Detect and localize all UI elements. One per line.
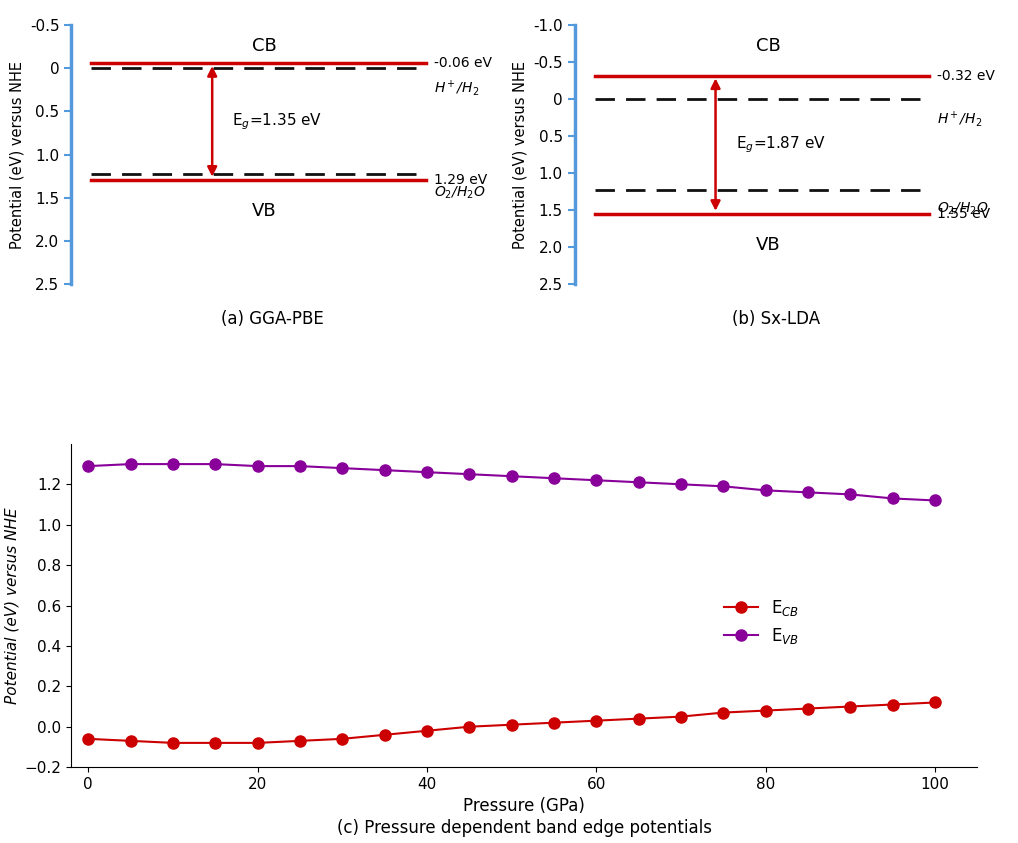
Text: CB: CB xyxy=(755,37,780,55)
E$_{CB}$ xyxy=(844,701,856,711)
E$_{CB}$ xyxy=(82,733,95,744)
E$_{VB}$ xyxy=(759,486,772,496)
Text: (a) GGA-PBE: (a) GGA-PBE xyxy=(221,309,324,328)
Y-axis label: Potential (eV) versus NHE: Potential (eV) versus NHE xyxy=(9,61,24,249)
E$_{CB}$ xyxy=(548,717,560,728)
Y-axis label: Potential (eV) versus NHE: Potential (eV) versus NHE xyxy=(513,61,527,249)
E$_{VB}$ xyxy=(82,461,95,471)
E$_{VB}$ xyxy=(251,461,264,471)
E$_{VB}$ xyxy=(294,461,306,471)
Text: VB: VB xyxy=(252,201,277,220)
E$_{CB}$ xyxy=(506,720,518,730)
Text: VB: VB xyxy=(755,236,780,254)
E$_{VB}$ xyxy=(632,477,644,487)
Line: E$_{CB}$: E$_{CB}$ xyxy=(82,697,941,749)
Text: $O_2$/$H_2O$: $O_2$/$H_2O$ xyxy=(937,201,988,217)
E$_{VB}$ xyxy=(420,467,433,477)
E$_{VB}$ xyxy=(675,479,687,489)
Text: H$^+$/H$_2$: H$^+$/H$_2$ xyxy=(937,110,982,129)
Text: (b) Sx-LDA: (b) Sx-LDA xyxy=(732,309,821,328)
E$_{VB}$ xyxy=(717,481,729,491)
E$_{CB}$ xyxy=(590,716,603,726)
E$_{CB}$ xyxy=(802,704,814,714)
E$_{CB}$ xyxy=(167,738,179,748)
X-axis label: Pressure (GPa): Pressure (GPa) xyxy=(463,797,585,815)
E$_{VB}$ xyxy=(124,459,136,470)
E$_{CB}$ xyxy=(887,700,899,710)
Legend: E$_{CB}$, E$_{VB}$: E$_{CB}$, E$_{VB}$ xyxy=(718,591,806,652)
Text: -0.06 eV: -0.06 eV xyxy=(434,56,492,70)
E$_{VB}$ xyxy=(548,473,560,483)
E$_{CB}$ xyxy=(336,733,348,744)
Text: CB: CB xyxy=(252,37,277,55)
E$_{CB}$ xyxy=(209,738,221,748)
Y-axis label: Potential (eV) versus NHE: Potential (eV) versus NHE xyxy=(4,507,19,704)
E$_{CB}$ xyxy=(759,706,772,716)
E$_{VB}$ xyxy=(167,459,179,470)
E$_{CB}$ xyxy=(251,738,264,748)
E$_{VB}$ xyxy=(802,487,814,497)
E$_{VB}$ xyxy=(844,489,856,499)
E$_{VB}$ xyxy=(590,475,603,486)
E$_{CB}$ xyxy=(675,711,687,722)
E$_{CB}$ xyxy=(717,707,729,717)
E$_{VB}$ xyxy=(209,459,221,470)
E$_{CB}$ xyxy=(632,713,644,723)
E$_{VB}$ xyxy=(463,470,475,480)
E$_{VB}$ xyxy=(506,471,518,481)
Text: -0.32 eV: -0.32 eV xyxy=(937,68,995,83)
Text: 1.29 eV: 1.29 eV xyxy=(434,173,487,186)
E$_{CB}$ xyxy=(124,736,136,746)
Text: $O_2$/$H_2O$: $O_2$/$H_2O$ xyxy=(434,185,486,201)
E$_{CB}$ xyxy=(294,736,306,746)
E$_{VB}$ xyxy=(928,496,941,506)
Text: E$_g$=1.35 eV: E$_g$=1.35 eV xyxy=(232,111,323,132)
Text: E$_g$=1.87 eV: E$_g$=1.87 eV xyxy=(736,134,826,155)
E$_{VB}$ xyxy=(379,465,391,475)
E$_{CB}$ xyxy=(463,722,475,732)
Line: E$_{VB}$: E$_{VB}$ xyxy=(82,459,941,506)
E$_{CB}$ xyxy=(420,726,433,736)
Text: H$^+$/H$_2$: H$^+$/H$_2$ xyxy=(434,78,479,99)
E$_{CB}$ xyxy=(928,697,941,707)
Text: (c) Pressure dependent band edge potentials: (c) Pressure dependent band edge potenti… xyxy=(337,819,712,837)
E$_{VB}$ xyxy=(887,493,899,503)
E$_{CB}$ xyxy=(379,730,391,740)
E$_{VB}$ xyxy=(336,463,348,473)
Text: 1.55 eV: 1.55 eV xyxy=(937,207,991,221)
